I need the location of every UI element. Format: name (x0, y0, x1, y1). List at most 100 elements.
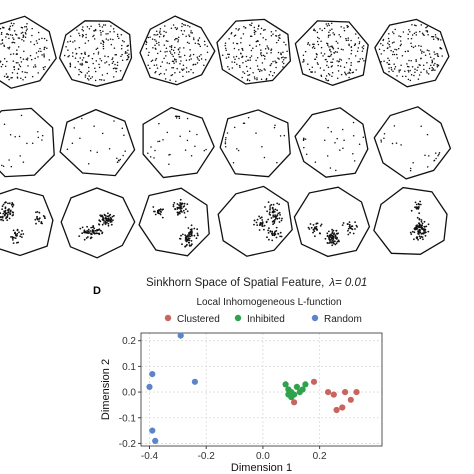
event-point (165, 47, 168, 50)
scatter-plot: -0.4 -0.2 0.0 0.2 -0.2 -0.1 0.0 0.1 0.2 Dimension… (100, 332, 383, 474)
event-point (354, 55, 357, 57)
event-point (203, 64, 205, 66)
event-point (393, 41, 395, 43)
data-point-inhibited (282, 381, 289, 388)
event-point (165, 40, 168, 42)
event-point (392, 70, 394, 73)
point-pattern-shape (0, 107, 55, 178)
event-point (241, 56, 243, 59)
event-point (420, 71, 422, 73)
event-point (69, 40, 72, 42)
event-point (175, 59, 177, 61)
event-point (313, 43, 315, 45)
event-point (272, 214, 275, 217)
event-point (338, 61, 340, 63)
event-point (0, 27, 2, 30)
event-point (180, 29, 183, 32)
event-point (183, 212, 186, 214)
event-point (29, 54, 32, 57)
event-point (339, 58, 341, 60)
event-point (255, 59, 257, 62)
event-point (16, 77, 19, 79)
event-point (177, 41, 179, 43)
event-point (273, 211, 276, 213)
event-point (111, 215, 114, 218)
event-point (315, 227, 318, 230)
event-point (119, 158, 122, 161)
event-point (154, 59, 157, 61)
event-point (31, 142, 34, 145)
event-point (253, 76, 256, 78)
event-point (172, 49, 175, 52)
event-point (19, 65, 22, 68)
event-point (353, 44, 356, 47)
event-point (159, 50, 162, 53)
event-point (399, 44, 402, 47)
event-point (183, 202, 186, 205)
event-point (399, 69, 402, 71)
event-point (361, 50, 364, 52)
event-point (251, 22, 253, 24)
event-point (101, 132, 104, 135)
event-point (182, 64, 185, 66)
event-point (158, 209, 161, 211)
event-point (436, 53, 439, 55)
event-point (234, 34, 237, 37)
event-point (249, 44, 251, 47)
event-point (9, 25, 12, 27)
event-point (420, 24, 423, 26)
event-point (205, 148, 207, 151)
event-point (441, 55, 443, 57)
event-point (344, 73, 347, 75)
event-point (331, 75, 333, 77)
data-point-random (149, 427, 156, 434)
event-point (158, 44, 160, 46)
event-point (427, 73, 430, 75)
event-point (350, 227, 353, 230)
event-point (87, 55, 90, 57)
event-point (41, 134, 44, 137)
event-point (345, 37, 347, 40)
event-point (421, 32, 424, 35)
event-point (126, 52, 128, 54)
event-point (122, 154, 124, 157)
event-point (330, 131, 333, 133)
event-point (252, 71, 254, 74)
event-point (278, 203, 280, 206)
event-point (110, 223, 113, 226)
event-point (244, 26, 247, 29)
event-point (96, 47, 99, 49)
event-point (196, 228, 199, 231)
event-point (305, 153, 308, 155)
event-point (10, 165, 13, 168)
event-point (196, 56, 199, 59)
event-point (112, 67, 115, 70)
event-point (0, 212, 2, 214)
event-point (87, 228, 90, 231)
event-point (355, 69, 357, 71)
event-point (186, 139, 189, 142)
event-point (422, 64, 425, 66)
event-point (224, 44, 226, 47)
point-pattern-shape (139, 15, 216, 86)
event-point (100, 42, 102, 44)
event-point (221, 54, 224, 56)
event-point (408, 65, 410, 68)
event-point (2, 212, 5, 215)
event-point (24, 26, 26, 28)
event-point (328, 236, 330, 239)
event-point (5, 73, 8, 75)
event-point (175, 117, 178, 119)
event-point (278, 58, 280, 60)
event-point (155, 70, 157, 73)
event-point (92, 62, 94, 65)
event-point (399, 35, 402, 38)
event-point (264, 69, 266, 71)
event-point (308, 68, 311, 71)
event-point (428, 53, 431, 55)
event-point (261, 222, 264, 225)
event-point (279, 235, 281, 238)
event-point (415, 228, 417, 231)
event-point (177, 39, 180, 41)
event-point (8, 78, 10, 81)
